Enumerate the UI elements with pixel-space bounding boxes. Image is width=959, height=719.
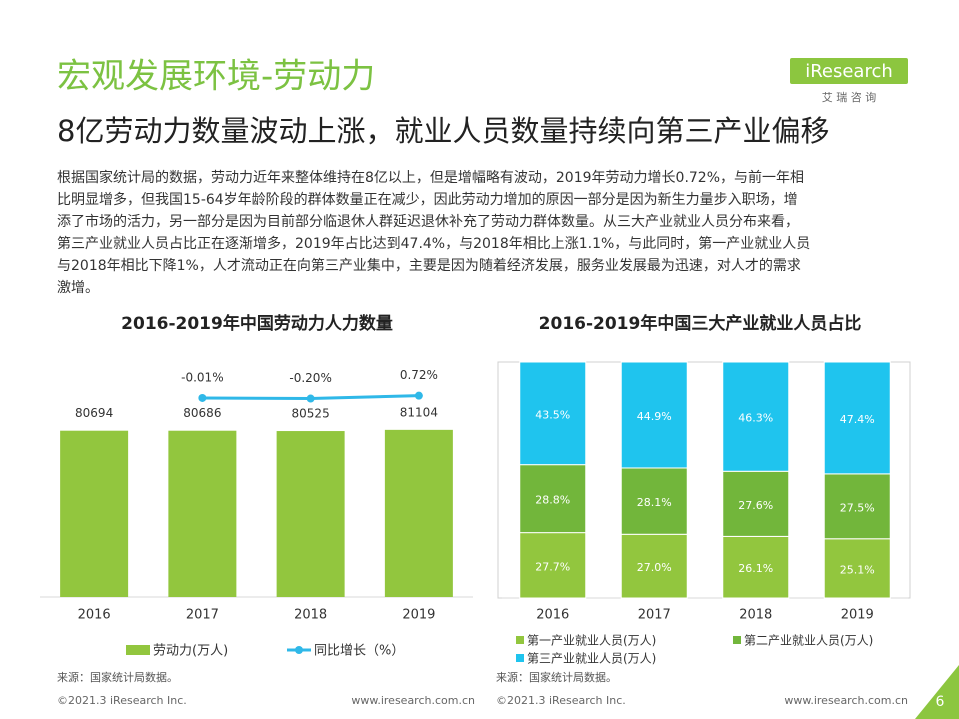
legend-label: 劳动力(万人) (153, 643, 228, 659)
source-note: 来源：国家统计局数据。 (496, 670, 617, 684)
legend-label: 同比增长（%） (314, 644, 404, 659)
growth-point (414, 391, 423, 400)
x-tick-label: 2018 (739, 608, 772, 623)
legend-marker (295, 646, 303, 654)
chart-title: 2016-2019年中国劳动力人力数量 (121, 313, 393, 334)
x-tick-label: 2019 (841, 608, 874, 623)
segment-label: 43.5% (535, 408, 570, 421)
growth-label: -0.01% (181, 370, 223, 384)
paragraph-line: 与2018年相比下降1%，人才流动正在向第三产业集中，主要是因为随着经济发展，服… (57, 257, 801, 274)
logo-sub: 艾 瑞 咨 询 (822, 90, 877, 104)
bar (276, 431, 345, 597)
segment-label: 28.8% (535, 494, 570, 507)
bar (168, 430, 237, 597)
bar-segment (722, 470, 790, 537)
bar-label: 80686 (183, 406, 221, 420)
bar-segment (722, 535, 790, 599)
x-tick-label: 2018 (294, 608, 327, 623)
legend-swatch (733, 636, 741, 644)
bar-segment (519, 361, 587, 466)
segment-label: 27.5% (840, 501, 875, 514)
segment-label: 27.0% (637, 561, 672, 574)
legend-label: 第二产业就业人员(万人) (744, 634, 873, 648)
footer-copyright: ©2021.3 iResearch Inc. (57, 694, 187, 707)
page-number: 6 (936, 694, 945, 710)
chart-title: 2016-2019年中国三大产业就业人员占比 (539, 313, 862, 334)
legend-label: 第三产业就业人员(万人) (527, 652, 656, 666)
source-note: 来源：国家统计局数据。 (57, 670, 178, 684)
bar-segment (823, 361, 891, 475)
bar-label: 81104 (400, 405, 438, 419)
paragraph-line: 第三产业就业人员占比正在逐渐增多，2019年占比达到47.4%，与2018年相比… (57, 235, 810, 252)
corner-decoration (915, 665, 959, 719)
paragraph: 根据国家统计局的数据，劳动力近年来整体维持在8亿以上，但是增幅略有波动，2019… (57, 169, 810, 296)
segment-label: 27.6% (738, 499, 773, 512)
x-tick-label: 2017 (638, 608, 671, 623)
segment-label: 28.1% (637, 496, 672, 509)
slide-subtitle: 8亿劳动力数量波动上涨，就业人员数量持续向第三产业偏移 (57, 114, 829, 148)
bar-segment (620, 361, 688, 469)
bar-segment (519, 532, 587, 599)
segment-label: 26.1% (738, 562, 773, 575)
footer-url: www.iresearch.com.cn (784, 694, 908, 707)
x-tick-label: 2019 (402, 608, 435, 623)
footer-url: www.iresearch.com.cn (351, 694, 475, 707)
bar-segment (519, 464, 587, 534)
footer-copyright: ©2021.3 iResearch Inc. (496, 694, 626, 707)
bar-label: 80525 (292, 407, 330, 421)
x-tick-label: 2016 (78, 608, 111, 623)
segment-label: 25.1% (840, 563, 875, 576)
bar-label: 80694 (75, 406, 113, 420)
x-tick-label: 2017 (186, 608, 219, 623)
x-tick-label: 2016 (536, 608, 569, 623)
paragraph-line: 激增。 (57, 279, 99, 296)
bar-segment (722, 361, 790, 472)
legend-label: 第一产业就业人员(万人) (527, 634, 656, 648)
bar-segment (823, 538, 891, 599)
legend-swatch (126, 645, 150, 655)
segment-label: 44.9% (637, 410, 672, 423)
slide-title: 宏观发展环境-劳动力 (57, 57, 375, 97)
legend-swatch (516, 636, 524, 644)
bar-segment (823, 473, 891, 540)
growth-label: 0.72% (400, 368, 438, 382)
growth-point (198, 393, 207, 402)
legend-swatch (516, 654, 524, 662)
bar (60, 430, 129, 597)
growth-label: -0.20% (289, 371, 331, 385)
segment-label: 47.4% (840, 413, 875, 426)
bar (384, 429, 453, 597)
bar-segment (620, 533, 688, 599)
segment-label: 27.7% (535, 560, 570, 573)
paragraph-line: 根据国家统计局的数据，劳动力近年来整体维持在8亿以上，但是增幅略有波动，2019… (57, 169, 804, 186)
growth-point (306, 394, 315, 403)
logo: iResearch (805, 61, 893, 82)
paragraph-line: 比明显增多，但我国15-64岁年龄阶段的群体数量正在减少，因此劳动力增加的原因一… (57, 191, 798, 208)
bar-segment (620, 467, 688, 535)
paragraph-line: 添了市场的活力，另一部分是因为目前部分临退休人群延迟退休补充了劳动力群体数量。从… (57, 213, 799, 230)
segment-label: 46.3% (738, 412, 773, 425)
logo-box (790, 58, 908, 84)
